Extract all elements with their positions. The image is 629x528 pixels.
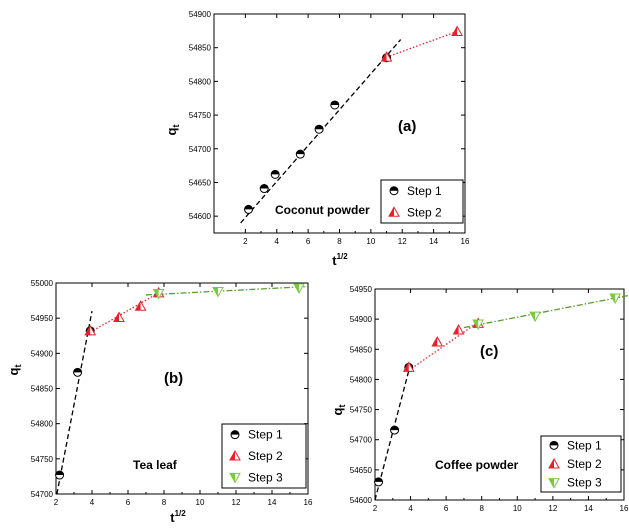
x-tick-label: 16 (304, 498, 313, 507)
y-tick-label: 54650 (350, 466, 373, 475)
legend-label: Step 1 (248, 428, 283, 442)
x-tick-label: 2 (373, 504, 378, 513)
data-point-triangle-up-fill (452, 26, 458, 36)
y-tick-label: 54800 (189, 77, 212, 86)
x-tick-label: 2 (243, 237, 248, 246)
y-tick-label: 54900 (350, 315, 373, 324)
data-point-half-circle-fill (244, 205, 253, 210)
y-tick-label: 54600 (350, 496, 373, 505)
data-point-half-circle-fill (315, 125, 324, 130)
panel-label: (b) (164, 370, 183, 387)
y-tick-label: 54600 (189, 212, 212, 221)
y-tick-label: 55000 (31, 279, 54, 288)
legend-marker-fill (550, 441, 558, 446)
data-point-half-circle-fill (260, 184, 269, 189)
y-tick-label: 54950 (350, 285, 373, 294)
legend-label: Step 1 (407, 184, 442, 198)
legend-label: Step 2 (248, 449, 283, 463)
x-tick-label: 12 (232, 498, 241, 507)
x-tick-label: 14 (584, 504, 593, 513)
y-tick-label: 54850 (31, 385, 54, 394)
data-point-triangle-down-fill (294, 283, 299, 293)
x-tick-label: 8 (479, 504, 484, 513)
fit-line-2 (89, 292, 159, 333)
fit-line-3 (145, 285, 309, 296)
x-axis-title: t1/2 (332, 252, 348, 268)
y-tick-label: 54700 (350, 436, 373, 445)
y-tick-label: 54850 (189, 44, 212, 53)
sample-name: Coffee powder (435, 458, 519, 472)
data-point-half-circle-fill (55, 471, 64, 476)
data-point-triangle-up-fill (85, 325, 91, 335)
x-tick-label: 10 (366, 237, 375, 246)
chart-panel-a: 2 4 6 8 10 12 14 16 54600 54650 54700 54750 54800 548… (164, 10, 470, 268)
data-point-half-circle-fill (271, 170, 280, 175)
fit-line-2 (408, 321, 479, 371)
legend-label: Step 2 (567, 457, 602, 471)
y-tick-label: 54850 (350, 345, 373, 354)
data-point-half-circle-fill (390, 426, 399, 431)
x-tick-label: 8 (337, 237, 342, 246)
y-tick-label: 54900 (189, 10, 212, 19)
x-tick-label: 4 (408, 504, 413, 513)
panel-label: (c) (480, 343, 498, 360)
y-tick-label: 54950 (31, 314, 54, 323)
legend-marker-fill (389, 207, 394, 217)
y-axis-title: qt (6, 365, 23, 376)
data-point-triangle-down-fill (213, 287, 218, 297)
data-point-half-circle-fill (374, 477, 383, 482)
x-tick-label: 8 (162, 498, 167, 507)
x-tick-label: 12 (548, 504, 557, 513)
x-tick-label: 4 (90, 498, 95, 507)
chart-panel-b: 2 4 6 8 10 12 14 16 54700 54750 54800 54850 54900 549… (6, 279, 313, 525)
x-tick-label: 4 (275, 237, 280, 246)
data-point-triangle-down-fill (153, 289, 159, 299)
panel-label: (a) (398, 118, 416, 135)
x-tick-label: 6 (126, 498, 131, 507)
x-tick-label: 6 (444, 504, 449, 513)
legend-marker-fill (230, 451, 235, 460)
legend-label: Step 2 (407, 205, 442, 219)
data-point-triangle-up-fill (135, 301, 141, 311)
legend-marker-fill (231, 430, 239, 435)
data-point-triangle-up-fill (381, 52, 387, 62)
y-tick-label: 54700 (189, 145, 212, 154)
y-tick-label: 54800 (350, 375, 373, 384)
fit-line-1 (56, 311, 93, 495)
x-tick-label: 12 (398, 237, 407, 246)
x-axis-title: t1/2 (170, 509, 186, 525)
data-point-half-circle-fill (73, 368, 82, 373)
y-tick-label: 54750 (31, 455, 54, 464)
x-tick-label: 16 (620, 504, 629, 513)
x-tick-label: 10 (196, 498, 205, 507)
legend-label: Step 3 (248, 470, 283, 484)
chart-panel-c: 2 4 6 8 10 12 14 16 54600 54650 54700 54750 54800 548… (330, 285, 629, 513)
data-point-half-circle-fill (296, 150, 305, 155)
y-tick-label: 54900 (31, 349, 54, 358)
y-axis-title: qt (330, 405, 347, 416)
sample-name: Coconut powder (275, 203, 370, 217)
x-tick-label: 6 (306, 237, 311, 246)
legend-marker-fill (549, 459, 554, 468)
x-tick-label: 14 (268, 498, 277, 507)
legend-label: Step 1 (567, 438, 602, 452)
y-tick-label: 54750 (189, 111, 212, 120)
x-tick-label: 10 (513, 504, 522, 513)
y-tick-label: 54750 (350, 406, 373, 415)
y-tick-label: 54700 (31, 490, 54, 499)
x-tick-label: 2 (54, 498, 59, 507)
sample-name: Tea leaf (133, 458, 178, 472)
x-tick-label: 14 (429, 237, 438, 246)
y-tick-label: 54800 (31, 420, 54, 429)
fit-line-2 (386, 30, 458, 58)
y-tick-label: 54650 (189, 178, 212, 187)
legend-marker-fill (230, 473, 235, 483)
x-tick-label: 16 (461, 237, 470, 246)
data-point-half-circle-fill (330, 100, 339, 105)
fit-line-3 (463, 294, 629, 329)
y-axis-title: qt (164, 125, 181, 136)
legend-label: Step 3 (567, 476, 602, 490)
legend-marker-fill (390, 186, 398, 191)
